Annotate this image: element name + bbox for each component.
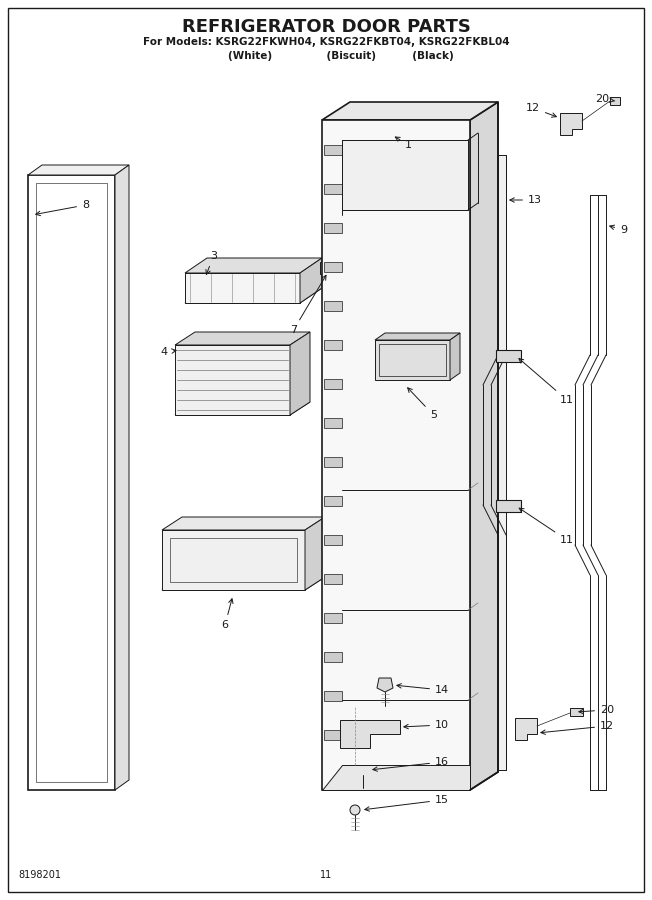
- Polygon shape: [305, 517, 325, 590]
- Text: 11: 11: [320, 870, 332, 880]
- Polygon shape: [324, 184, 342, 194]
- Text: (White)               (Biscuit)          (Black): (White) (Biscuit) (Black): [199, 51, 453, 61]
- Polygon shape: [324, 262, 342, 272]
- Polygon shape: [324, 340, 342, 350]
- Polygon shape: [324, 145, 342, 155]
- Polygon shape: [324, 574, 342, 584]
- Polygon shape: [162, 577, 325, 590]
- Polygon shape: [324, 496, 342, 506]
- Polygon shape: [28, 165, 129, 175]
- Polygon shape: [322, 102, 498, 120]
- Text: 11: 11: [519, 358, 574, 405]
- Polygon shape: [375, 333, 460, 340]
- Text: 20: 20: [595, 94, 615, 104]
- Polygon shape: [450, 333, 460, 380]
- Polygon shape: [300, 258, 322, 303]
- Text: 12: 12: [541, 721, 614, 734]
- Polygon shape: [324, 535, 342, 545]
- Polygon shape: [320, 262, 336, 274]
- Polygon shape: [560, 113, 582, 135]
- Text: For Models: KSRG22FKWH04, KSRG22FKBT04, KSRG22FKBL04: For Models: KSRG22FKWH04, KSRG22FKBT04, …: [143, 37, 509, 47]
- Polygon shape: [185, 258, 322, 273]
- Text: 10: 10: [404, 720, 449, 730]
- Polygon shape: [115, 165, 129, 790]
- Text: 8: 8: [36, 200, 89, 216]
- Polygon shape: [324, 652, 342, 662]
- Polygon shape: [324, 691, 342, 701]
- Text: 14: 14: [397, 684, 449, 695]
- Text: 16: 16: [373, 757, 449, 771]
- Polygon shape: [375, 340, 450, 380]
- Polygon shape: [515, 718, 537, 740]
- Polygon shape: [185, 288, 322, 303]
- Polygon shape: [324, 418, 342, 428]
- Polygon shape: [162, 530, 305, 590]
- Polygon shape: [175, 332, 310, 345]
- Circle shape: [350, 805, 360, 815]
- Text: 8198201: 8198201: [18, 870, 61, 880]
- Polygon shape: [175, 402, 310, 415]
- Circle shape: [358, 765, 368, 775]
- Polygon shape: [322, 120, 470, 790]
- Text: 13: 13: [510, 195, 542, 205]
- Polygon shape: [324, 379, 342, 389]
- Polygon shape: [570, 708, 583, 716]
- Polygon shape: [162, 517, 325, 530]
- Polygon shape: [340, 720, 400, 748]
- Text: 4: 4: [161, 347, 176, 357]
- Polygon shape: [324, 301, 342, 311]
- Polygon shape: [470, 102, 498, 790]
- Text: 9: 9: [610, 225, 627, 235]
- Polygon shape: [324, 730, 342, 740]
- Polygon shape: [175, 345, 290, 415]
- Polygon shape: [324, 223, 342, 233]
- Polygon shape: [377, 678, 393, 692]
- Text: 11: 11: [519, 508, 574, 545]
- Polygon shape: [290, 332, 310, 415]
- Polygon shape: [496, 350, 521, 362]
- Polygon shape: [324, 457, 342, 467]
- Text: REFRIGERATOR DOOR PARTS: REFRIGERATOR DOOR PARTS: [181, 18, 471, 36]
- Polygon shape: [324, 613, 342, 623]
- Text: 20: 20: [579, 705, 614, 715]
- Text: 5: 5: [408, 388, 437, 420]
- Polygon shape: [185, 273, 300, 303]
- Text: 12: 12: [526, 103, 556, 117]
- Text: 6: 6: [222, 598, 233, 630]
- Text: 7: 7: [290, 275, 326, 335]
- Polygon shape: [610, 97, 620, 105]
- Text: 15: 15: [365, 795, 449, 811]
- Text: 3: 3: [206, 251, 217, 274]
- Polygon shape: [496, 500, 521, 512]
- Polygon shape: [28, 175, 115, 790]
- Text: 1: 1: [395, 137, 412, 150]
- Polygon shape: [342, 140, 468, 210]
- Polygon shape: [322, 765, 470, 790]
- Polygon shape: [498, 155, 506, 770]
